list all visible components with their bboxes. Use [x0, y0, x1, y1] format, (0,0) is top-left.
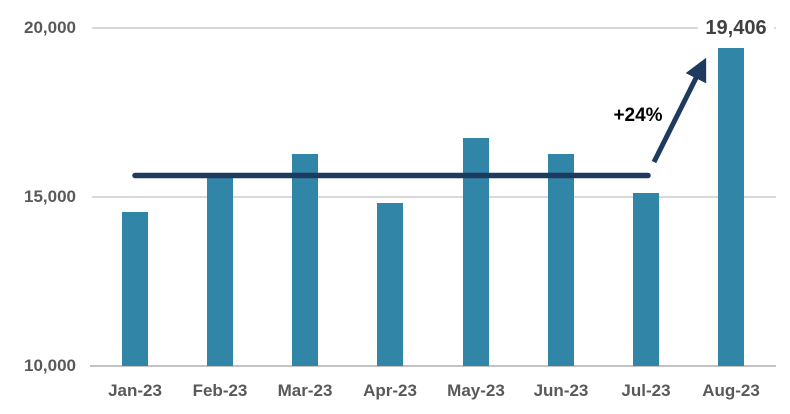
x-axis-tick-label: Feb-23 [192, 381, 248, 400]
aug-data-label: 19,406 [698, 15, 774, 41]
gridline [92, 27, 776, 29]
x-axis-tick-label: Apr-23 [363, 381, 417, 400]
x-axis-line [90, 365, 776, 367]
x-axis-tick-label: Jul-23 [621, 381, 671, 400]
gridline [92, 196, 776, 198]
bar-may-23 [463, 137, 489, 366]
bar-mar-23 [292, 154, 318, 366]
x-axis-tick-label: Jun-23 [533, 381, 589, 400]
bar-feb-23 [207, 177, 233, 366]
bar-aug-23 [718, 48, 744, 366]
bar-apr-23 [377, 203, 403, 366]
growth-percentage-label: +24% [613, 105, 663, 126]
y-axis-tick-label: 20,000 [24, 18, 76, 37]
bar-jun-23 [548, 154, 574, 366]
x-axis-tick-label: Jan-23 [108, 381, 162, 400]
y-axis-tick-label: 15,000 [24, 187, 76, 206]
bar-jul-23 [633, 192, 659, 366]
x-axis-tick-label: Aug-23 [702, 381, 760, 400]
y-axis-tick-label: 10,000 [24, 356, 76, 375]
x-axis-tick-label: May-23 [447, 381, 505, 400]
bar-jan-23 [122, 211, 148, 366]
x-axis-tick-label: Mar-23 [277, 381, 333, 400]
